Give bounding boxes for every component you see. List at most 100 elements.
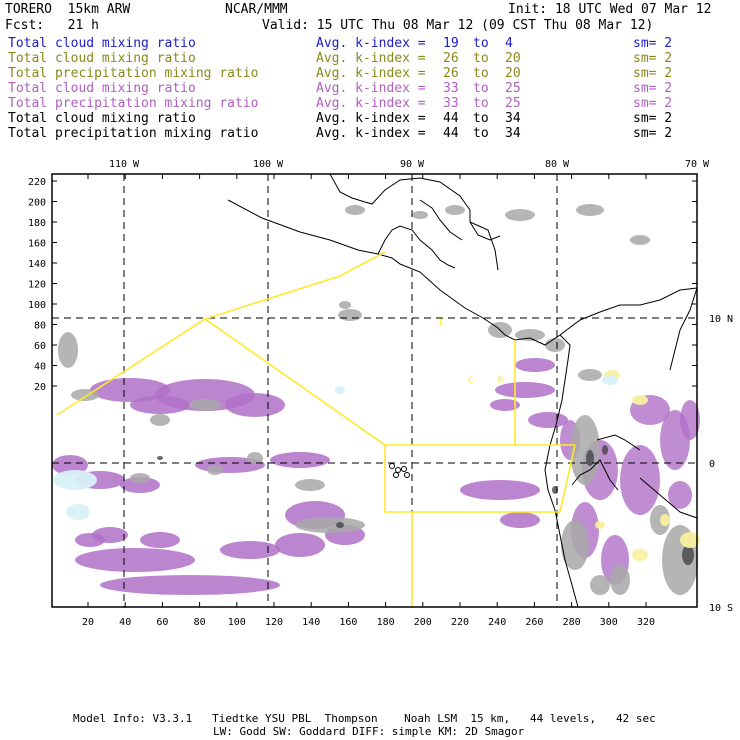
legend-to-word: to [473,51,489,66]
x-tick-label: 20 [82,617,94,628]
shade-blob [207,465,223,475]
latitude-label: 10 N [709,314,733,325]
shade-blob [595,521,605,529]
legend-field: Total cloud mixing ratio [8,51,196,66]
legend-from: 33 [443,96,459,111]
legend-from: 26 [443,66,459,81]
legend-to-word: to [473,111,489,126]
legend-to: 34 [505,111,521,126]
y-tick-label: 120 [28,280,46,291]
shaded-fields [52,204,700,595]
shade-blob [490,399,520,411]
legend-kindex: Avg. k-index = [316,96,426,111]
model-name: TORERO 15km ARW [5,2,131,17]
shade-blob [100,575,280,595]
shade-blob [500,512,540,528]
shade-blob [339,301,351,309]
longitude-label: 100 W [253,159,284,170]
shade-blob [130,396,190,414]
shade-blob [576,204,604,216]
x-tick-label: 300 [600,617,618,628]
shade-blob [157,456,163,460]
x-tick-label: 220 [451,617,469,628]
shade-blob [220,541,280,559]
legend-to-word: to [473,66,489,81]
shade-blob [505,209,535,221]
y-tick-label: 200 [28,198,46,209]
region-letter: C [468,376,473,386]
y-tick-label: 40 [34,362,46,373]
x-tick-label: 80 [194,617,206,628]
y-tick-label: 180 [28,218,46,229]
legend-to-word: to [473,81,489,96]
shade-blob [66,504,90,520]
shade-blob [247,452,263,464]
latitude-label: 0 [709,459,715,470]
legend-from: 33 [443,81,459,96]
legend-to-word: to [473,126,489,141]
shade-blob [275,533,325,557]
shade-blob [75,548,195,572]
shade-blob [90,378,170,402]
shade-blob [270,452,330,468]
model-info: Model Info: V3.3.1 Tiedtke YSU PBL Thomp… [73,712,656,725]
shade-blob [515,329,545,341]
shade-blob [495,382,555,398]
legend-kindex: Avg. k-index = [316,66,426,81]
shade-blob [140,532,180,548]
y-tick-label: 220 [28,177,46,188]
legend-from: 44 [443,111,459,126]
shade-blob [680,400,700,440]
legend-field: Total cloud mixing ratio [8,81,196,96]
coastline [544,334,579,608]
x-tick-label: 240 [488,617,506,628]
x-tick-label: 140 [302,617,320,628]
coastline [669,287,698,371]
shade-blob [336,522,344,528]
shade-blob [345,205,365,215]
legend-sm: sm= 2 [633,51,673,66]
legend-kindex: Avg. k-index = [316,126,426,141]
legend-sm: sm= 2 [633,66,673,81]
x-tick-label: 40 [119,617,131,628]
legend-to: 4 [505,36,513,51]
shade-blob [335,386,345,394]
shade-blob [602,445,608,455]
shade-blob [225,393,285,417]
longitude-label: 110 W [109,159,140,170]
x-tick-label: 200 [414,617,432,628]
legend-kindex: Avg. k-index = [316,81,426,96]
domain-boundary [559,444,576,513]
y-tick-label: 80 [34,321,46,332]
shade-blob [75,533,105,547]
shade-blob [668,481,692,509]
forecast-hour: Fcst: 21 h [5,18,99,33]
shade-blob [632,549,648,561]
shade-blob [445,205,465,215]
shade-blob [189,399,221,411]
valid-time: Valid: 15 UTC Thu 08 Mar 12 (09 CST Thu … [262,18,654,33]
shade-blob [58,332,78,368]
shade-blob [295,517,365,533]
x-tick-label: 60 [156,617,168,628]
shade-blob [602,375,618,385]
domain-boundaries [56,251,576,607]
x-tick-label: 280 [563,617,581,628]
coastline [596,434,641,451]
shade-blob [53,470,97,490]
coastline [329,173,501,241]
legend-kindex: Avg. k-index = [316,51,426,66]
axis-labels: 220 200 180 160 140 120 100 80 60 40 20 20 40 60 80 100… [28,159,733,628]
shade-blob [632,395,648,405]
legend-field: Total cloud mixing ratio [8,111,196,126]
shade-blob [610,565,630,595]
x-tick-label: 260 [525,617,543,628]
legend-sm: sm= 2 [633,126,673,141]
x-tick-label: 160 [339,617,357,628]
domain-boundary [204,251,386,320]
x-tick-label: 180 [377,617,395,628]
longitude-label: 70 W [685,159,710,170]
latitude-label: 10 S [709,603,733,614]
island [393,472,399,478]
y-tick-label: 20 [34,382,46,393]
